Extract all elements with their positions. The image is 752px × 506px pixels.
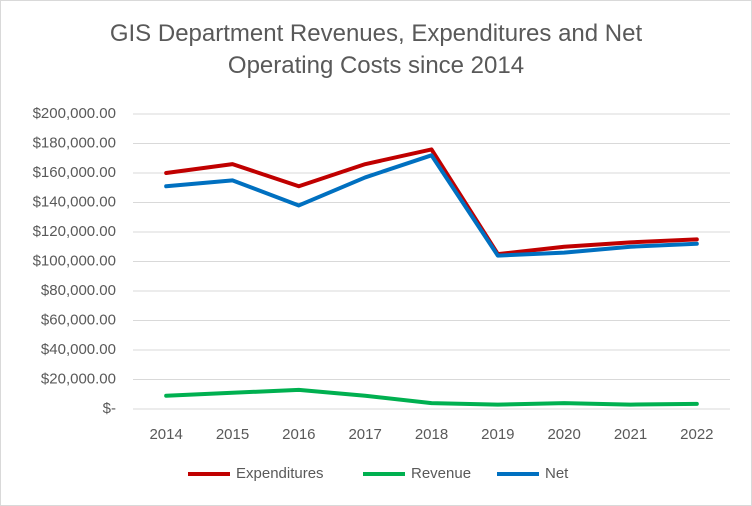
- x-tick-label: 2015: [216, 426, 249, 443]
- x-tick-label: 2017: [348, 426, 381, 443]
- chart-title: GIS Department Revenues, Expenditures an…: [109, 20, 643, 79]
- legend-label: Expenditures: [236, 465, 324, 482]
- series-line: [164, 153, 699, 258]
- legend-label: Revenue: [411, 465, 471, 482]
- x-tick-label: 2014: [149, 426, 182, 443]
- y-tick-label: $80,000.00: [41, 282, 116, 299]
- y-tick-label: $20,000.00: [41, 370, 116, 387]
- x-tick-label: 2016: [282, 426, 315, 443]
- y-tick-label: $-: [103, 400, 116, 417]
- series-line: [164, 147, 699, 257]
- x-tick-label: 2022: [680, 426, 713, 443]
- x-tick-label: 2020: [547, 426, 580, 443]
- x-tick-label: 2021: [614, 426, 647, 443]
- y-tick-label: $60,000.00: [41, 311, 116, 328]
- y-tick-label: $40,000.00: [41, 341, 116, 358]
- y-tick-label: $200,000.00: [33, 105, 116, 122]
- series-line: [164, 387, 699, 407]
- y-tick-label: $140,000.00: [33, 193, 116, 210]
- y-tick-label: $160,000.00: [33, 164, 116, 181]
- x-tick-label: 2018: [415, 426, 448, 443]
- y-tick-label: $180,000.00: [33, 134, 116, 151]
- y-tick-label: $120,000.00: [33, 223, 116, 240]
- x-tick-label: 2019: [481, 426, 514, 443]
- y-tick-label: $100,000.00: [33, 252, 116, 269]
- legend-label: Net: [545, 465, 569, 482]
